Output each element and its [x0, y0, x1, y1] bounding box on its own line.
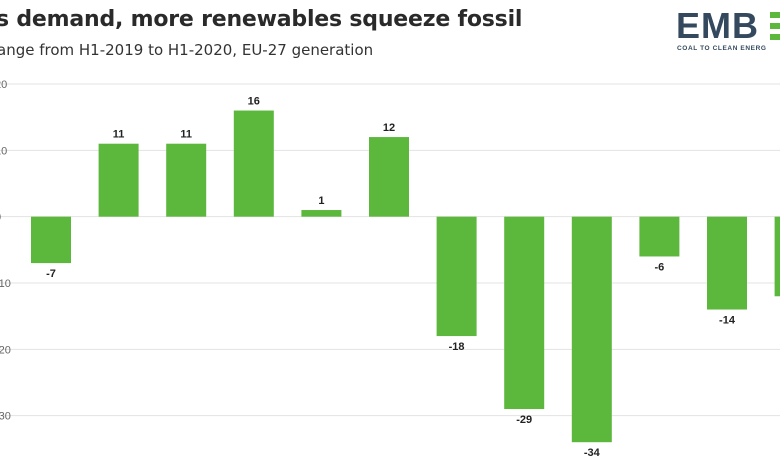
logo-accent-icon [770, 12, 780, 40]
bar [504, 216, 545, 410]
data-label: -34 [584, 447, 601, 459]
logo-tagline: COAL TO CLEAN ENERG [677, 45, 767, 52]
bar [369, 137, 409, 217]
bar [31, 216, 71, 264]
data-label: 12 [383, 122, 395, 134]
data-label: -7 [46, 268, 56, 280]
data-label: -29 [516, 414, 532, 426]
logo-text: EMB [676, 8, 759, 46]
data-label: -6 [655, 261, 665, 273]
bar [98, 143, 139, 217]
bar [774, 216, 780, 297]
bar [707, 216, 747, 310]
y-axis-ticks: 20100-10-20-30-40 [0, 79, 11, 423]
data-label: -14 [719, 315, 736, 327]
data-label: -18 [449, 341, 465, 353]
data-label: 11 [180, 129, 192, 141]
bars [31, 110, 780, 443]
bar [571, 216, 612, 443]
chart-subtitle: ange from H1-2019 to H1-2020, EU-27 gene… [0, 41, 374, 59]
bar [166, 143, 207, 217]
bar [233, 110, 274, 217]
bar [436, 216, 477, 337]
chart-title: s demand, more renewables squeeze fossil [0, 7, 523, 32]
ember-logo: EMB COAL TO CLEAN ENERG [676, 8, 780, 56]
data-label: 1 [318, 195, 324, 207]
y-tick-label: 0 [0, 212, 1, 224]
y-tick-label: 10 [0, 145, 7, 157]
y-tick-label: -20 [0, 344, 11, 356]
data-label: 16 [248, 96, 260, 108]
y-tick-label: 20 [0, 79, 7, 91]
data-label: 11 [113, 129, 125, 141]
data-labels: -7 11 11 16 1 12 -18 -29 -34 -6 -14 [46, 96, 736, 460]
bar [301, 210, 342, 217]
bar [639, 216, 680, 257]
y-tick-label: -10 [0, 278, 11, 290]
y-tick-label: -30 [0, 411, 11, 423]
